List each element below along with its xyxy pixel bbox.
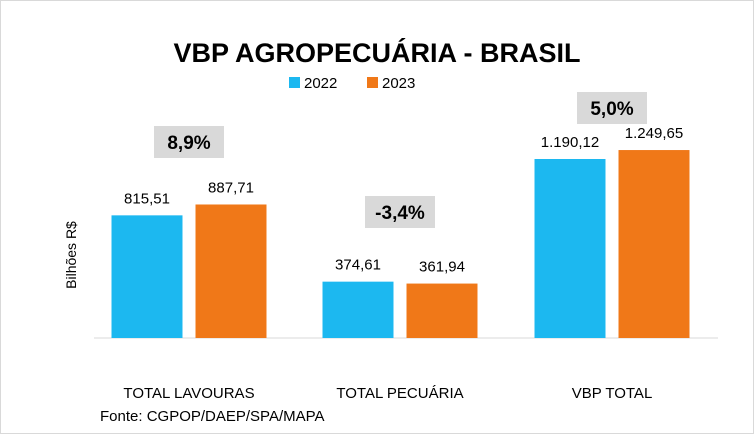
change-badge-bg-1 [365,196,435,228]
legend-swatch-2023 [367,77,378,88]
bars: 815,51 887,71 TOTAL LAVOURAS 8,9% 374,61 361,… [111,92,690,402]
legend-swatch-2022 [289,77,300,88]
data-label-2023-0: 887,71 [208,179,254,196]
change-badge-bg-0 [154,126,224,158]
data-label-2022-2: 1.190,12 [541,134,599,151]
category-label-1: TOTAL PECUÁRIA [336,385,463,402]
category-label-2: VBP TOTAL [572,385,653,402]
bar-2022-0 [111,215,183,338]
category-label-0: TOTAL LAVOURAS [123,385,254,402]
bar-2022-1 [322,281,394,338]
change-badge-0: 8,9% [167,133,210,154]
data-label-2023-2: 1.249,65 [625,125,683,142]
change-badge-2: 5,0% [590,99,633,120]
legend-label-2022: 2022 [304,75,337,92]
bar-2023-0 [195,204,267,338]
data-label-2022-0: 815,51 [124,190,170,207]
legend: 2022 2023 [289,75,415,92]
bar-2022-2 [534,159,606,338]
source-note: Fonte: CGPOP/DAEP/SPA/MAPA [100,408,325,425]
y-axis-label: Bilhões R$ [63,221,79,289]
change-badge-1: -3,4% [375,203,425,224]
legend-label-2023: 2023 [382,75,415,92]
bar-2023-1 [406,283,478,338]
data-label-2022-1: 374,61 [335,257,381,274]
bar-2023-2 [618,150,690,338]
data-label-2023-1: 361,94 [419,259,465,276]
chart-title: VBP AGROPECUÁRIA - BRASIL [173,37,580,68]
change-badge-bg-2 [577,92,647,124]
